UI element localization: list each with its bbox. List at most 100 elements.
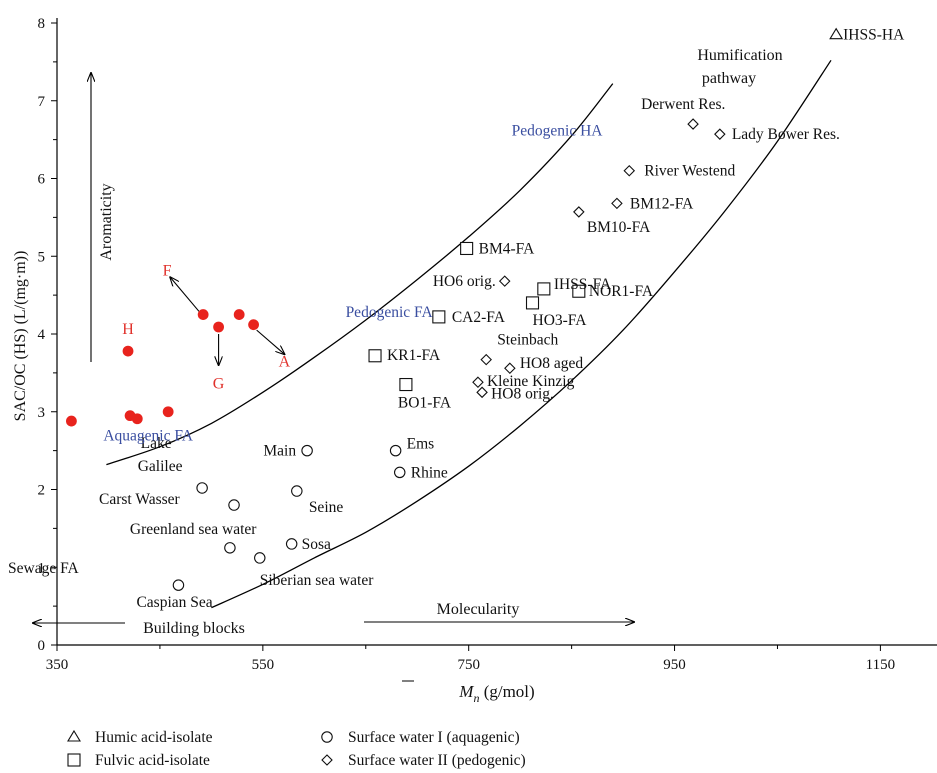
sewage-fa-label: Sewage FA	[8, 560, 80, 577]
pedogenic-fa-region-label: Pedogenic FA	[346, 304, 434, 321]
ho8-orig-marker	[476, 386, 488, 399]
carst-wasser-label: Carst Wasser	[99, 491, 181, 508]
x-tick-label: 950	[663, 657, 686, 673]
ihss-ha-label: IHSS-HA	[843, 27, 905, 44]
svg-text:Mn (g/mol): Mn (g/mol)	[458, 682, 534, 705]
y-tick-label: 4	[38, 327, 46, 343]
bm10-fa-marker	[573, 206, 585, 218]
annotation-arrows	[170, 277, 284, 365]
humification-label-line2: pathway	[702, 70, 756, 87]
x-tick-label: 750	[457, 657, 480, 673]
humification-curve	[211, 59, 832, 609]
greenland-sea-water-marker	[224, 542, 236, 554]
seine-label: Seine	[309, 499, 344, 516]
fraction-letter-g: G	[213, 375, 225, 392]
ems-marker	[389, 444, 402, 457]
ho8-orig-label: HO8 orig.	[491, 385, 554, 402]
x-tick-label: 550	[252, 657, 275, 673]
ems-label: Ems	[407, 436, 435, 453]
greenland-sea-water-label: Greenland sea water	[130, 521, 257, 538]
ca2-fa-label: CA2-FA	[452, 309, 506, 326]
main-label: Main	[263, 443, 296, 460]
ho6-orig-label: HO6 orig.	[433, 273, 496, 290]
legend-triangle-icon	[67, 729, 81, 742]
bm4-fa-label: BM4-FA	[479, 240, 536, 257]
y-tick-label: 2	[38, 483, 46, 499]
x-axis-title: Mn (g/mol)	[402, 680, 535, 705]
seine-marker	[291, 485, 303, 497]
aquagenic-fraction-marker	[197, 309, 209, 320]
river-westend-marker	[623, 164, 636, 177]
bm12-fa-label: BM12-FA	[630, 195, 694, 212]
lake-galilee-label-line1: Lake	[141, 435, 172, 452]
humification-curve	[106, 83, 614, 466]
lady-bower-res-label: Lady Bower Res.	[732, 126, 840, 143]
lake-galilee-label: Lake Galilee	[138, 435, 183, 475]
aquagenic-fraction-marker	[162, 406, 174, 418]
aquagenic-fraction-marker	[213, 321, 224, 333]
derwent-res-marker	[687, 118, 699, 130]
legend-surface-water-ii-pedogenic-label: Surface water II (pedogenic)	[348, 752, 526, 769]
ho8-aged-label: HO8 aged	[520, 355, 584, 372]
fraction-letter-h: H	[122, 321, 134, 338]
legend-surface-water-i-aquagenic-label: Surface water I (aquagenic)	[348, 729, 520, 746]
kleine-kinzig-label: Kleine Kinzig	[487, 373, 575, 390]
fraction-letter-a: A	[279, 354, 291, 371]
legend-humic-acid-isolate-label: Humic acid-isolate	[95, 729, 213, 746]
data-points	[66, 27, 844, 591]
derwent-res-label: Derwent Res.	[641, 96, 725, 113]
carst-wasser-marker	[228, 499, 240, 511]
axes-group: 350 550 750 950 1150 0 1 2 3 4 5 6 7 8	[38, 16, 937, 673]
main-marker	[301, 444, 313, 457]
river-westend-label: River Westend	[644, 163, 735, 180]
kr1-fa-marker	[368, 349, 382, 363]
y-tick-label: 1	[38, 560, 46, 576]
legend-circle-icon	[321, 731, 333, 743]
fraction-letter-f: F	[163, 263, 172, 280]
bo1-fa-label: BO1-FA	[398, 395, 452, 412]
molecularity-label: Molecularity	[437, 601, 520, 618]
y-axis-title: SAC/OC (HS) (L/(mg·m))	[12, 251, 29, 422]
lake-galilee-marker	[196, 482, 208, 494]
legend-diamond-icon	[321, 754, 333, 766]
aquagenic-fraction-marker	[122, 345, 134, 357]
ihss-fa-marker	[537, 282, 551, 296]
lake-galilee-label-line2: Galilee	[138, 458, 183, 475]
humification-curves	[106, 59, 832, 609]
humification-label-line1: Humification	[697, 47, 782, 64]
arrow-to-a	[256, 329, 285, 354]
x-axis-title-main: M	[458, 682, 474, 701]
y-tick-label: 0	[38, 638, 46, 654]
pedogenic-ha-region-label: Pedogenic HA	[512, 123, 604, 140]
aquagenic-fraction-marker	[131, 413, 143, 425]
x-axis-title-unit: (g/mol)	[479, 682, 534, 701]
kr1-fa-label: KR1-FA	[387, 347, 441, 364]
caspian-sea-marker	[172, 579, 185, 591]
steinbach-marker	[480, 353, 492, 366]
legend-square-icon	[67, 753, 81, 767]
ho8-aged-marker	[504, 362, 516, 374]
bm12-fa-marker	[611, 197, 623, 210]
siberian-sea-water-label: Siberian sea water	[260, 572, 374, 589]
ho6-orig-marker	[498, 275, 511, 287]
y-tick-label: 7	[38, 94, 46, 110]
building-blocks-label: Building blocks	[143, 620, 245, 637]
lady-bower-res-marker	[714, 128, 726, 140]
ihss-fa-label: IHSS-FA	[554, 276, 612, 293]
nor1-fa-marker	[572, 284, 586, 298]
aquagenic-fraction-marker	[248, 319, 259, 331]
aquagenic-fraction-marker	[66, 415, 77, 427]
kleine-kinzig-marker	[472, 376, 484, 388]
rhine-label: Rhine	[411, 464, 448, 481]
y-tick-label: 6	[38, 172, 46, 188]
ho3-fa-label: HO3-FA	[533, 312, 588, 329]
nor1-fa-label: NOR1-FA	[589, 283, 654, 300]
x-tick-label: 1150	[866, 657, 895, 673]
x-tick-label: 350	[46, 657, 69, 673]
rhine-marker	[393, 466, 406, 479]
arrow-to-f	[170, 277, 200, 312]
aromaticity-label: Aromaticity	[98, 183, 115, 260]
ho3-fa-marker	[525, 296, 540, 310]
